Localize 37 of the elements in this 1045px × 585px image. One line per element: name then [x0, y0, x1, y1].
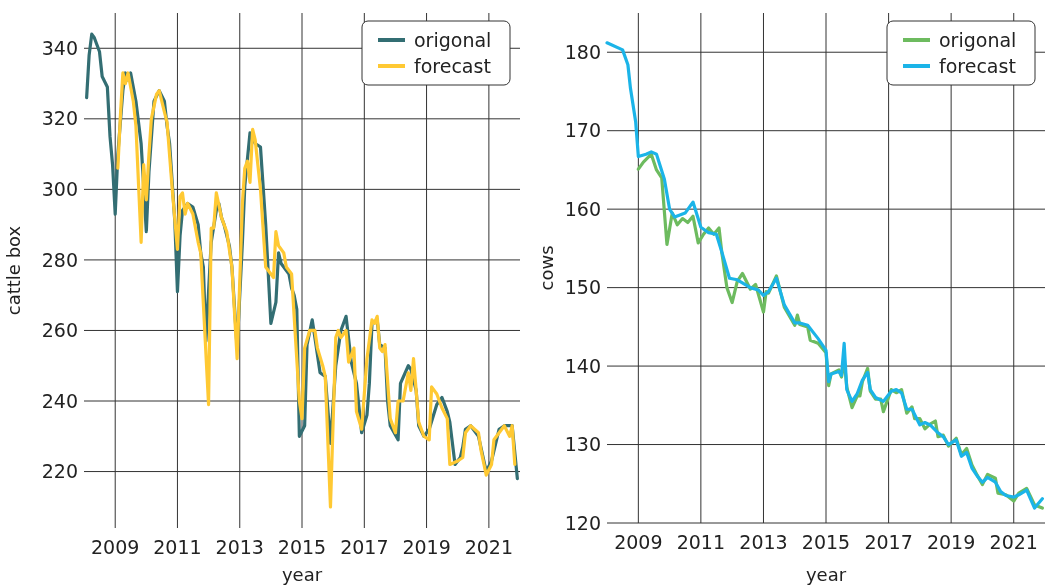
y-tick-label: 260	[41, 319, 78, 342]
legend-label: forecast	[414, 54, 491, 77]
x-tick-label: 2015	[277, 536, 327, 558]
x-tick-label: 2009	[91, 536, 140, 558]
x-tick-label: 2011	[153, 536, 202, 558]
y-tick-label: 130	[564, 433, 601, 456]
y-tick-label: 300	[41, 178, 78, 201]
x-tick-label: 2013	[215, 536, 264, 558]
x-axis-title: year	[805, 564, 847, 585]
x-tick-label: 2009	[614, 531, 663, 553]
line-series	[116, 71, 517, 509]
legend-label: origonal	[414, 28, 492, 51]
x-tick-label: 2013	[739, 531, 788, 553]
x-tick-label: 2017	[340, 536, 389, 558]
y-axis-title: cattle box	[3, 225, 24, 316]
y-tick-label: 240	[41, 389, 78, 412]
legend-label: origonal	[939, 28, 1017, 51]
x-tick-label: 2019	[402, 536, 451, 558]
legend-label: forecast	[939, 54, 1016, 77]
y-tick-label: 280	[41, 248, 78, 271]
y-tick-label: 140	[564, 354, 601, 377]
y-tick-label: 180	[564, 40, 601, 63]
x-tick-label: 2011	[676, 531, 726, 553]
y-tick-label: 120	[564, 511, 601, 534]
y-tick-label: 170	[564, 119, 601, 142]
x-tick-label: 2021	[464, 536, 514, 558]
x-tick-label: 2019	[926, 531, 976, 553]
x-tick-label: 2017	[864, 531, 913, 553]
y-tick-label: 160	[564, 197, 601, 220]
y-axis-title: cows	[536, 245, 557, 291]
y-tick-label: 340	[41, 36, 78, 59]
y-tick-label: 220	[41, 460, 78, 483]
x-axis-title: year	[281, 564, 323, 585]
y-tick-label: 320	[41, 107, 78, 130]
x-tick-label: 2021	[989, 531, 1038, 553]
y-tick-label: 150	[564, 276, 601, 299]
x-tick-label: 2015	[801, 531, 851, 553]
